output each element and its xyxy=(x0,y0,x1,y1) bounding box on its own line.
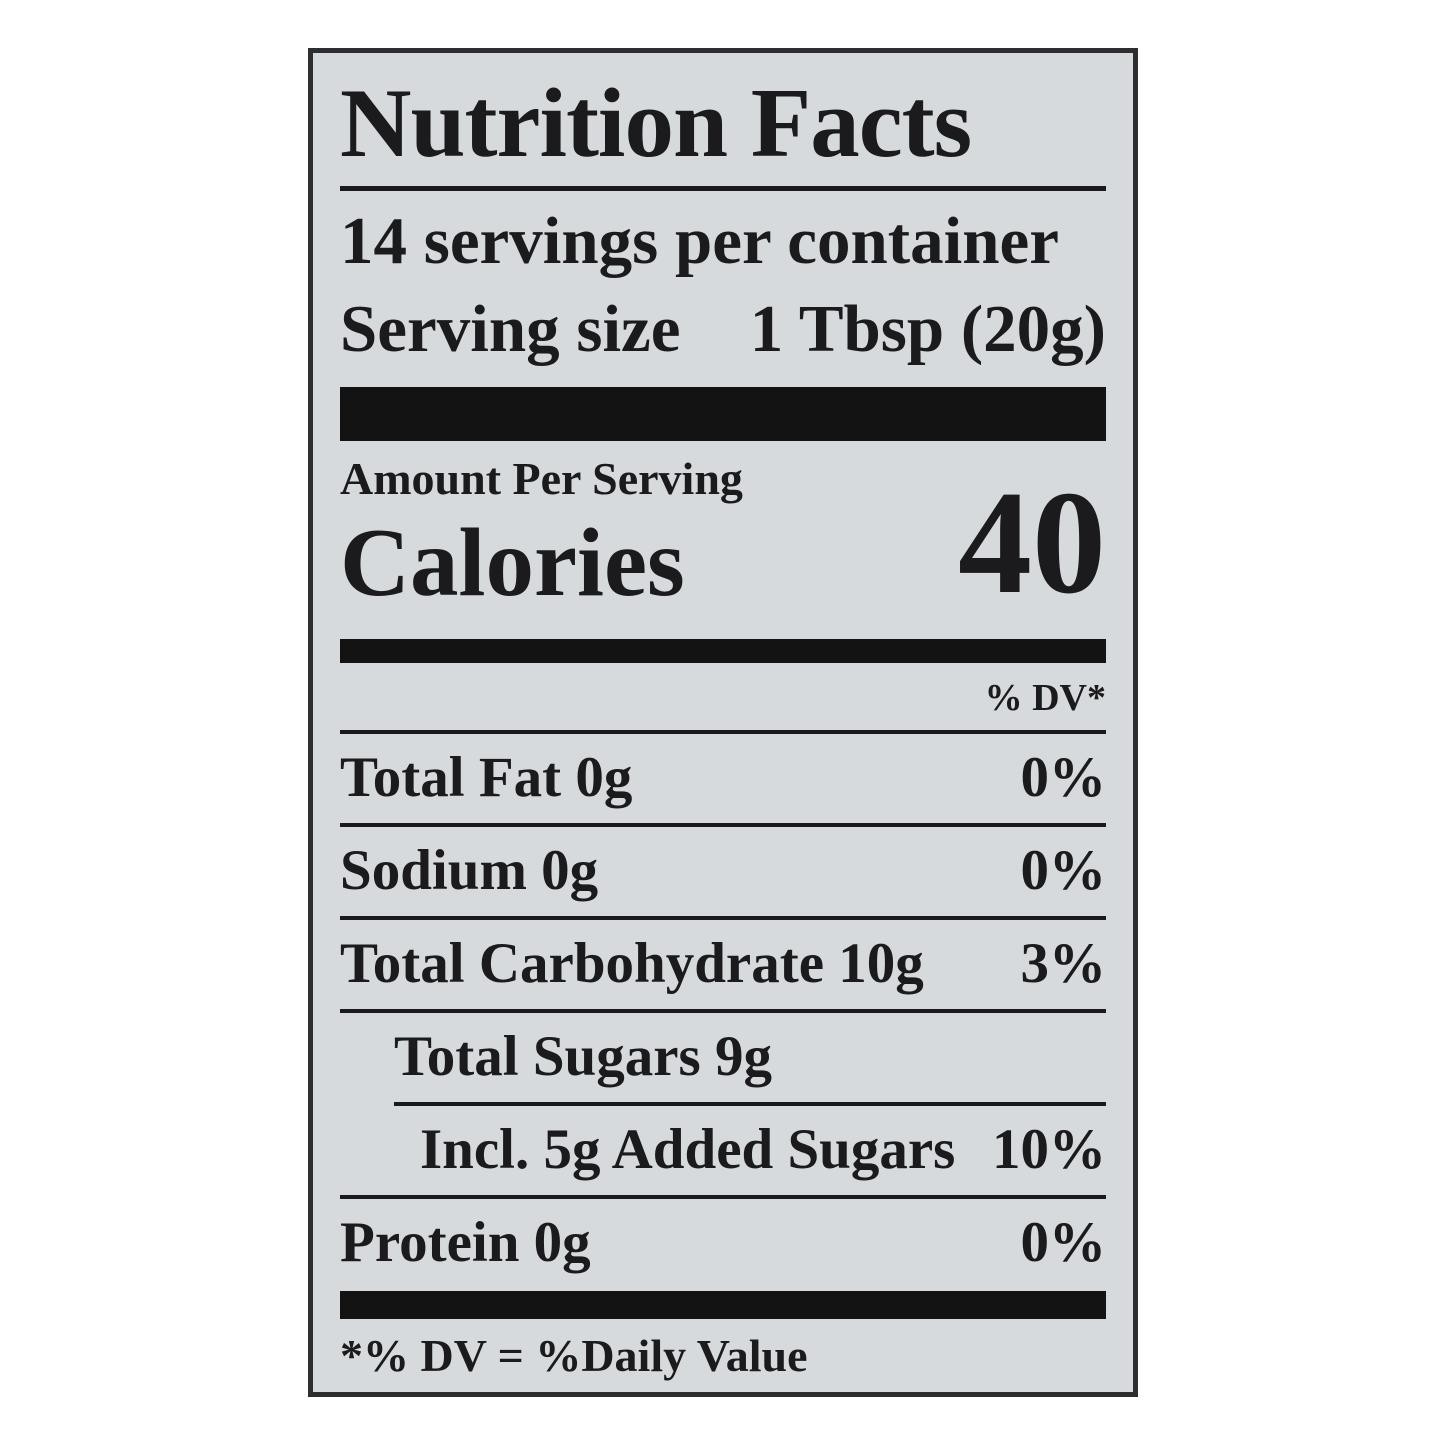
nutrient-name: Protein 0g xyxy=(340,1211,591,1274)
daily-value-header: % DV* xyxy=(984,677,1106,719)
serving-size-value: 1 Tbsp (20g) xyxy=(749,292,1106,366)
servings-per-container: 14 servings per container xyxy=(340,204,1059,278)
nutrient-name: Total Sugars 9g xyxy=(394,1025,772,1088)
nutrition-facts-label: Nutrition Facts 14 servings per containe… xyxy=(308,48,1138,1397)
serving-size-row: Serving size 1 Tbsp (20g) xyxy=(340,296,1106,363)
thick-separator-bar-top xyxy=(340,387,1106,441)
calories-section: Amount Per Serving Calories 40 xyxy=(340,453,1106,618)
nutrient-name: Total Fat 0g xyxy=(340,746,633,809)
calories-value: 40 xyxy=(958,461,1106,625)
nutrient-dv: 10% xyxy=(992,1118,1106,1181)
calories-divider-bar xyxy=(340,639,1106,663)
nutrient-row-protein: Protein 0g 0% xyxy=(340,1199,1106,1288)
calories-label: Calories xyxy=(340,509,685,616)
nutrient-name: Sodium 0g xyxy=(340,839,599,902)
nutrient-row-total-carbohydrate: Total Carbohydrate 10g 3% xyxy=(340,920,1106,1013)
nutrient-name: Incl. 5g Added Sugars xyxy=(420,1118,956,1181)
nutrient-dv: 0% xyxy=(1020,1211,1107,1274)
serving-size-label: Serving size xyxy=(340,292,681,366)
label-title: Nutrition Facts xyxy=(340,69,972,178)
nutrient-dv: 0% xyxy=(1020,839,1107,902)
nutrient-dv: 0% xyxy=(1020,746,1107,809)
thick-separator-bar-bottom xyxy=(340,1291,1106,1319)
nutrient-dv: 3% xyxy=(1020,932,1107,995)
daily-value-footnote: *% DV = %Daily Value xyxy=(340,1330,808,1381)
nutrient-row-total-sugars: Total Sugars 9g xyxy=(394,1013,1106,1106)
nutrient-rows: Total Fat 0g 0% Sodium 0g 0% Total Carbo… xyxy=(340,730,1106,1288)
amount-per-serving-label: Amount Per Serving xyxy=(340,453,743,504)
nutrient-name: Total Carbohydrate 10g xyxy=(340,932,924,995)
nutrient-row-added-sugars: Incl. 5g Added Sugars 10% xyxy=(340,1106,1106,1199)
title-divider xyxy=(340,186,1106,191)
nutrient-row-sodium: Sodium 0g 0% xyxy=(340,827,1106,920)
nutrient-row-total-fat: Total Fat 0g 0% xyxy=(340,734,1106,827)
